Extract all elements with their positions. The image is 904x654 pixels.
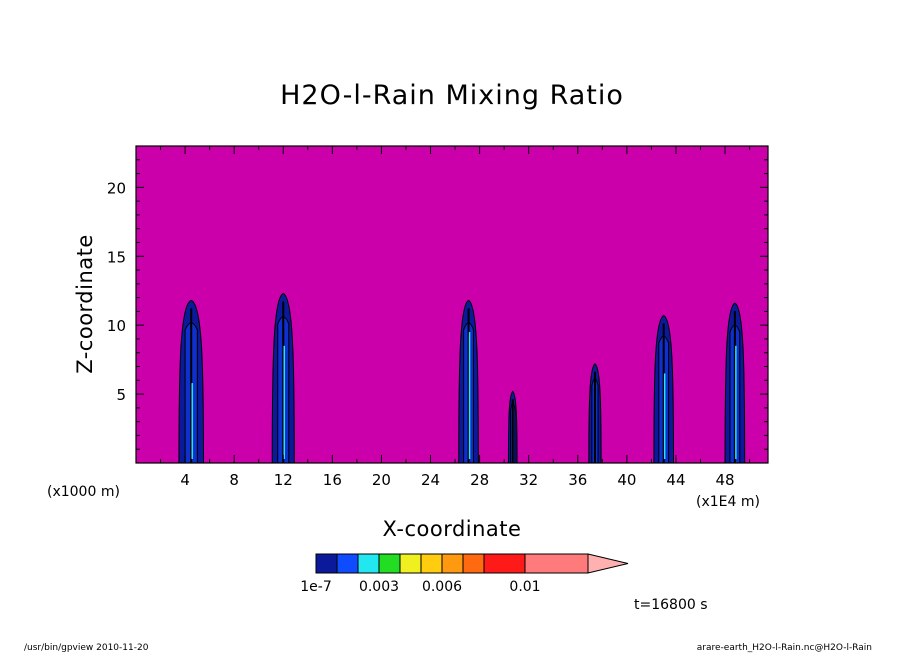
colorbar-segment [524,553,589,574]
x-tick-label: 28 [470,471,489,489]
colorbar-segment [357,553,380,574]
colorbar-segment [399,553,422,574]
x-unit-left: (x1000 m) [47,484,120,500]
x-axis-title: X-coordinate [383,517,522,541]
x-tick-label: 40 [617,471,636,489]
colorbar-label: 0.01 [509,579,540,595]
y-tick-label: 15 [107,248,126,266]
colorbar-segment [315,553,338,574]
colorbar-segment [441,553,464,574]
colorbar [315,553,629,574]
colorbar-segment [378,553,401,574]
y-axis-ticks: 5 10 15 20 [107,159,768,450]
x-tick-label: 4 [180,471,190,489]
y-tick-label: 5 [116,386,126,404]
chart-title: H2O-l-Rain Mixing Ratio [280,80,624,111]
rain-cells [178,292,746,464]
footer-left: /usr/bin/gpview 2010-11-20 [24,643,149,653]
x-tick-label: 16 [323,471,342,489]
x-tick-label: 36 [568,471,587,489]
plot-frame [135,145,769,464]
x-tick-label: 48 [716,471,735,489]
y-tick-label: 20 [107,179,126,197]
colorbar-segment [462,553,485,574]
x-tick-label: 8 [229,471,239,489]
y-axis-title: Z-coordinate [73,234,97,374]
x-tick-label: 32 [519,471,538,489]
colorbar-label: 1e-7 [300,579,331,595]
colorbar-segment [336,553,359,574]
colorbar-segment [420,553,443,574]
x-tick-label: 24 [421,471,440,489]
colorbar-extend-arrow [587,553,629,574]
x-unit-right: (x1E4 m) [696,494,760,510]
colorbar-labels: 1e-7 0.003 0.006 0.01 [300,579,540,595]
x-tick-label: 20 [372,471,391,489]
x-tick-label: 12 [274,471,293,489]
footer-right: arare-earth_H2O-l-Rain.nc@H2O-l-Rain [697,643,872,653]
y-tick-label: 10 [107,317,126,335]
time-label: t=16800 s [634,597,708,613]
x-tick-label: 44 [666,471,685,489]
colorbar-label: 0.006 [422,579,462,595]
colorbar-segment [483,553,526,574]
x-axis-ticks: 4 8 12 16 20 24 28 32 36 40 44 48 [160,146,751,489]
colorbar-label: 0.003 [359,579,399,595]
